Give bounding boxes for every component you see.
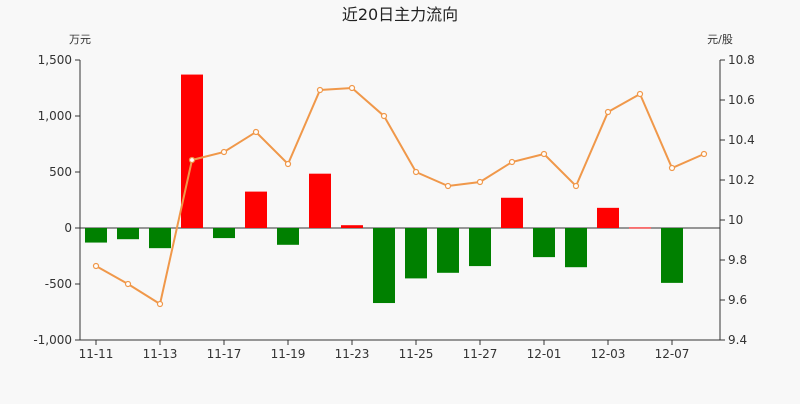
bar <box>245 191 267 228</box>
price-point <box>348 84 356 92</box>
bar <box>501 197 523 228</box>
x-tick-label: 11-19 <box>271 347 306 361</box>
price-point <box>604 108 612 116</box>
bar <box>565 228 587 268</box>
bar <box>213 228 235 239</box>
bar <box>117 228 139 240</box>
axes: 1,500 1,000 500 0 -500 -1,000 10.8 10.6 10.4 10.2… <box>33 53 754 361</box>
price-point <box>668 164 676 172</box>
x-tick-label: 11-13 <box>143 347 178 361</box>
bar <box>373 228 395 304</box>
left-tick-label: 1,500 <box>38 53 72 67</box>
bar <box>341 225 363 228</box>
price-point <box>412 168 420 176</box>
right-tick-label: 9.8 <box>728 253 747 267</box>
bar <box>437 228 459 273</box>
bar <box>469 228 491 267</box>
left-tick-label: -500 <box>45 277 72 291</box>
bar <box>309 173 331 228</box>
x-tick-label: 11-27 <box>463 347 498 361</box>
right-tick-label: 9.6 <box>728 293 747 307</box>
bar <box>629 227 651 229</box>
x-tick-label: 12-07 <box>655 347 690 361</box>
left-axis-unit: 万元 <box>69 33 91 46</box>
right-axis-unit: 元/股 <box>707 33 733 46</box>
x-tick-label: 11-25 <box>399 347 434 361</box>
price-point <box>252 128 260 136</box>
price-point <box>380 112 388 120</box>
price-point <box>508 158 516 166</box>
left-tick-label: 0 <box>64 221 72 235</box>
x-tick-label: 11-17 <box>207 347 242 361</box>
price-point <box>188 156 196 164</box>
right-tick-label: 10 <box>728 213 743 227</box>
price-point <box>572 182 580 190</box>
x-tick-label: 12-01 <box>527 347 562 361</box>
bar <box>533 228 555 258</box>
bar <box>597 207 619 228</box>
chart-title: 近20日主力流向 <box>342 5 458 24</box>
price-point <box>156 300 164 308</box>
price-point <box>540 150 548 158</box>
price-point <box>316 86 324 94</box>
bar <box>181 74 203 228</box>
left-tick-label: -1,000 <box>33 333 72 347</box>
price-point <box>220 148 228 156</box>
price-point <box>700 150 708 158</box>
price-line <box>95 86 705 306</box>
left-tick-label: 1,000 <box>38 109 72 123</box>
bar <box>277 228 299 245</box>
bar <box>405 228 427 279</box>
bar <box>149 228 171 249</box>
bar-series <box>85 74 683 304</box>
bar <box>85 228 107 243</box>
price-point <box>444 182 452 190</box>
right-tick-label: 10.2 <box>728 173 755 187</box>
price-point <box>92 262 100 270</box>
price-point <box>476 178 484 186</box>
price-point <box>284 160 292 168</box>
price-point <box>636 90 644 98</box>
left-tick-label: 500 <box>49 165 72 179</box>
x-tick-label: 12-03 <box>591 347 626 361</box>
x-tick-label: 11-11 <box>79 347 114 361</box>
right-tick-label: 10.6 <box>728 93 755 107</box>
right-tick-label: 10.4 <box>728 133 755 147</box>
right-tick-label: 10.8 <box>728 53 755 67</box>
price-point <box>124 280 132 288</box>
right-tick-label: 9.4 <box>728 333 747 347</box>
bar <box>661 228 683 283</box>
price-line-series <box>92 84 708 308</box>
x-tick-label: 11-23 <box>335 347 370 361</box>
